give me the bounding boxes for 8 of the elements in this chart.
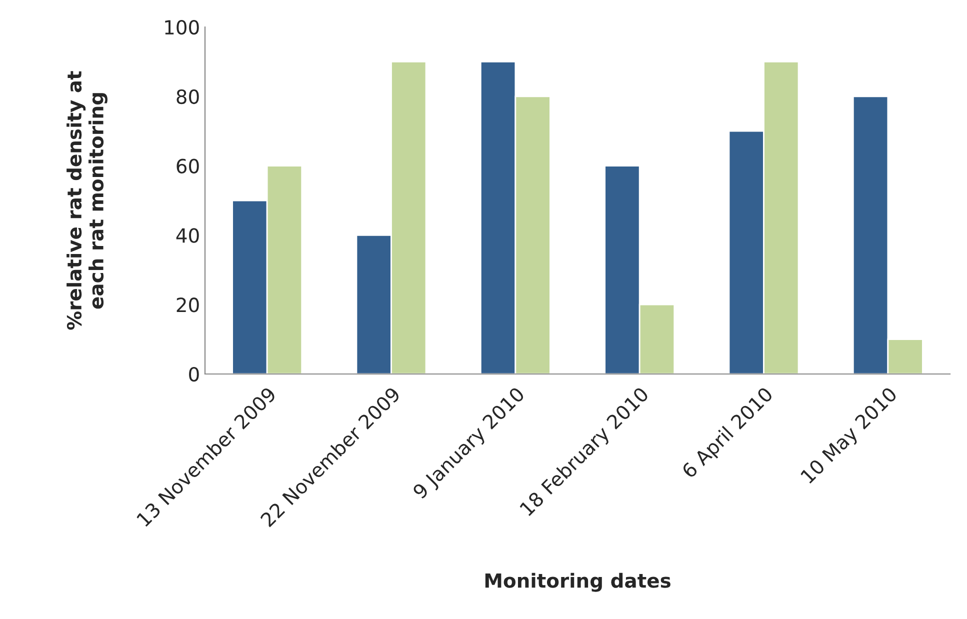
y-axis-title: %relative rat density at each rat monitoring	[66, 71, 108, 330]
y-tick-label: 40	[176, 228, 199, 243]
y-tick-label: 0	[189, 366, 199, 382]
y-tick-label: 60	[176, 158, 199, 174]
x-axis-title: Monitoring dates	[485, 572, 670, 592]
y-tick-label: 20	[176, 298, 199, 312]
y-tick-label: 100	[165, 20, 199, 35]
y-tick-label: 80	[176, 89, 199, 104]
